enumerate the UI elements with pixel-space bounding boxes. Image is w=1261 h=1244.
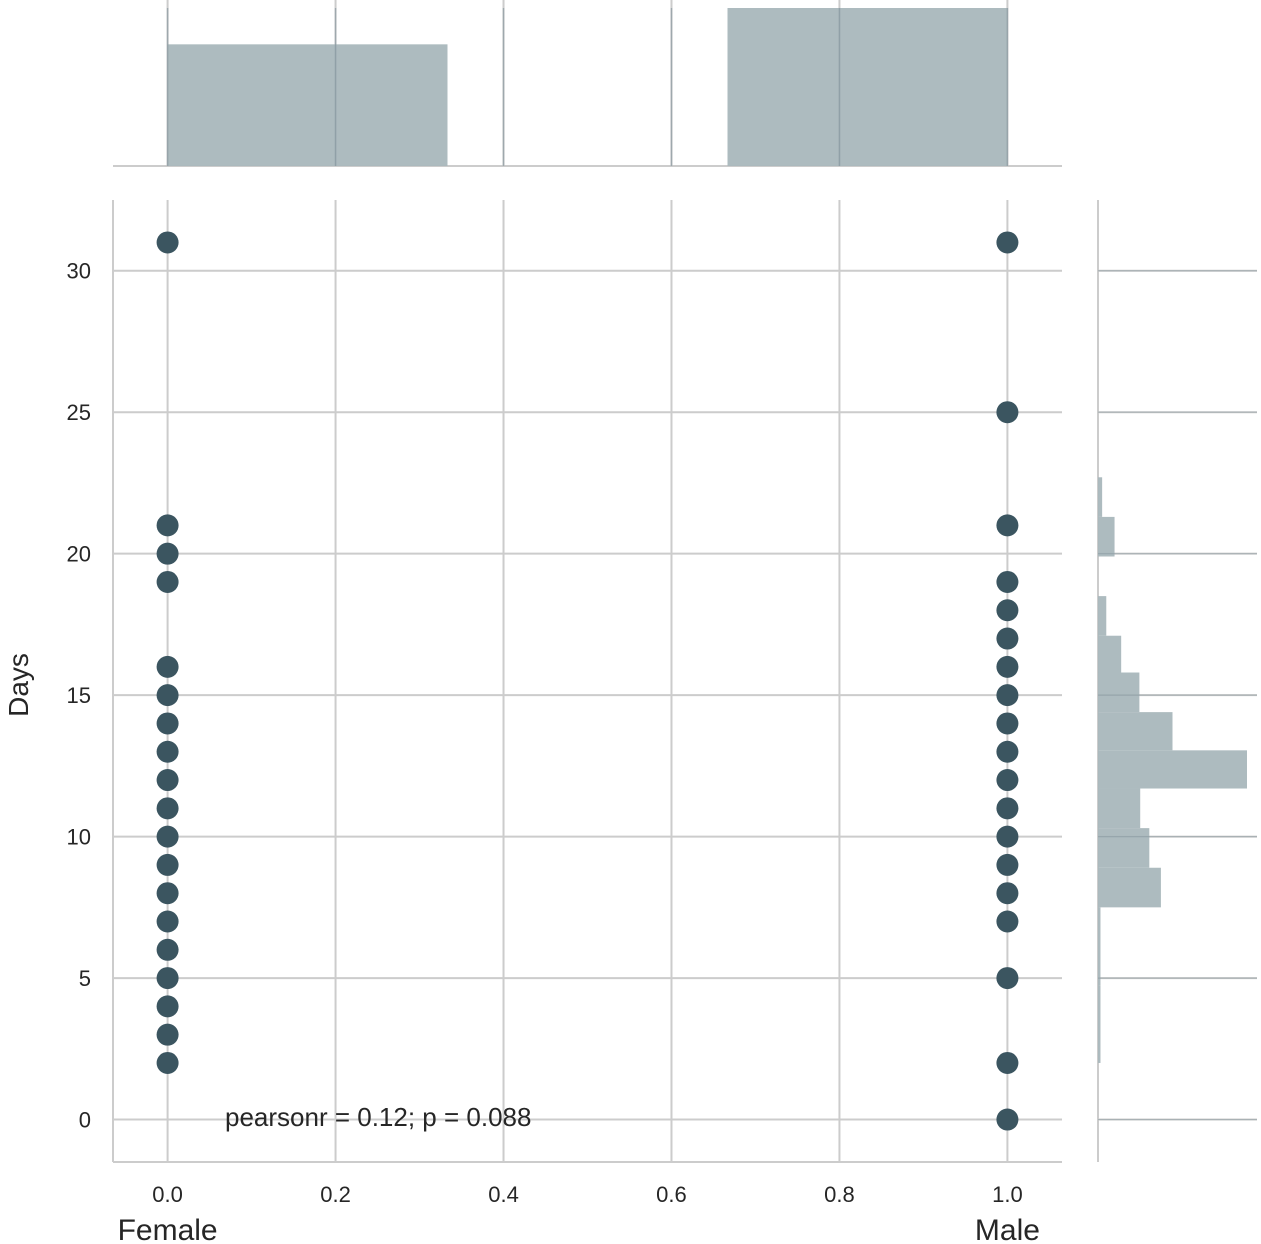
x-tick-label: 0.6 [656, 1182, 687, 1207]
data-point-male [996, 627, 1019, 650]
data-point-female [156, 938, 179, 961]
top-histogram-bar [727, 8, 1008, 166]
data-point-female [156, 1023, 179, 1046]
data-point-male [996, 570, 1019, 593]
right-histogram-bar [1098, 907, 1101, 986]
data-point-female [156, 231, 179, 254]
right-histogram-bar [1098, 788, 1141, 829]
x-category-label: Male [975, 1214, 1040, 1244]
data-point-female [156, 570, 179, 593]
data-point-male [996, 1051, 1019, 1074]
y-tick-label: 0 [79, 1108, 91, 1133]
data-point-male [996, 231, 1019, 254]
data-point-male [996, 910, 1019, 933]
y-axis-label: Days [3, 653, 34, 717]
data-point-male [996, 967, 1019, 990]
data-point-female [156, 514, 179, 537]
x-tick-label: 0.8 [824, 1182, 855, 1207]
data-point-male [996, 825, 1019, 848]
data-point-female [156, 655, 179, 678]
data-point-male [996, 655, 1019, 678]
x-tick-label: 1.0 [992, 1182, 1023, 1207]
right-histogram-bar [1098, 867, 1161, 908]
data-point-female [156, 542, 179, 565]
top-marginal-histogram [166, 8, 1009, 167]
right-histogram-bar [1098, 516, 1115, 557]
data-point-female [156, 853, 179, 876]
x-category-label: Female [118, 1214, 218, 1244]
data-point-male [996, 401, 1019, 424]
data-point-male [996, 684, 1019, 707]
data-point-female [156, 967, 179, 990]
y-tick-label: 25 [67, 400, 91, 425]
data-point-female [156, 797, 179, 820]
right-histogram-bar [1098, 712, 1173, 751]
data-point-female [156, 740, 179, 763]
data-point-female [156, 684, 179, 707]
data-point-male [996, 599, 1019, 622]
data-point-male [996, 1108, 1019, 1131]
top-histogram-bar [167, 44, 448, 167]
data-point-male [996, 769, 1019, 792]
data-point-male [996, 853, 1019, 876]
x-tick-label: 0.0 [152, 1182, 183, 1207]
right-histogram-bar [1098, 477, 1103, 517]
y-tick-label: 10 [67, 825, 91, 850]
right-marginal-histogram [1098, 270, 1257, 1121]
data-point-female [156, 712, 179, 735]
y-tick-label: 5 [79, 966, 91, 991]
data-point-female [156, 995, 179, 1018]
data-point-male [996, 882, 1019, 905]
data-point-male [996, 514, 1019, 537]
correlation-annotation: pearsonr = 0.12; p = 0.088 [225, 1102, 531, 1132]
data-point-female [156, 882, 179, 905]
scatter-points [156, 231, 1019, 1131]
tick-labels: 0.0 0.2 0.4 0.6 0.8 1.0 0 5 10 15 20 25 30 Female Male [67, 259, 1040, 1244]
x-tick-label: 0.2 [320, 1182, 351, 1207]
data-point-female [156, 769, 179, 792]
right-histogram-bar [1098, 750, 1247, 789]
data-point-male [996, 712, 1019, 735]
data-point-female [156, 1051, 179, 1074]
data-point-female [156, 825, 179, 848]
right-histogram-bar [1098, 672, 1140, 713]
main-plot-grid [112, 200, 1062, 1163]
y-tick-label: 15 [67, 683, 91, 708]
x-tick-label: 0.4 [488, 1182, 519, 1207]
y-tick-label: 30 [67, 259, 91, 284]
data-point-male [996, 740, 1019, 763]
right-histogram-bar [1098, 635, 1122, 673]
data-point-female [156, 910, 179, 933]
y-tick-label: 20 [67, 542, 91, 567]
right-histogram-bar [1098, 596, 1107, 636]
right-histogram-bar [1098, 985, 1101, 1063]
right-histogram-bar [1098, 828, 1150, 868]
data-point-male [996, 797, 1019, 820]
